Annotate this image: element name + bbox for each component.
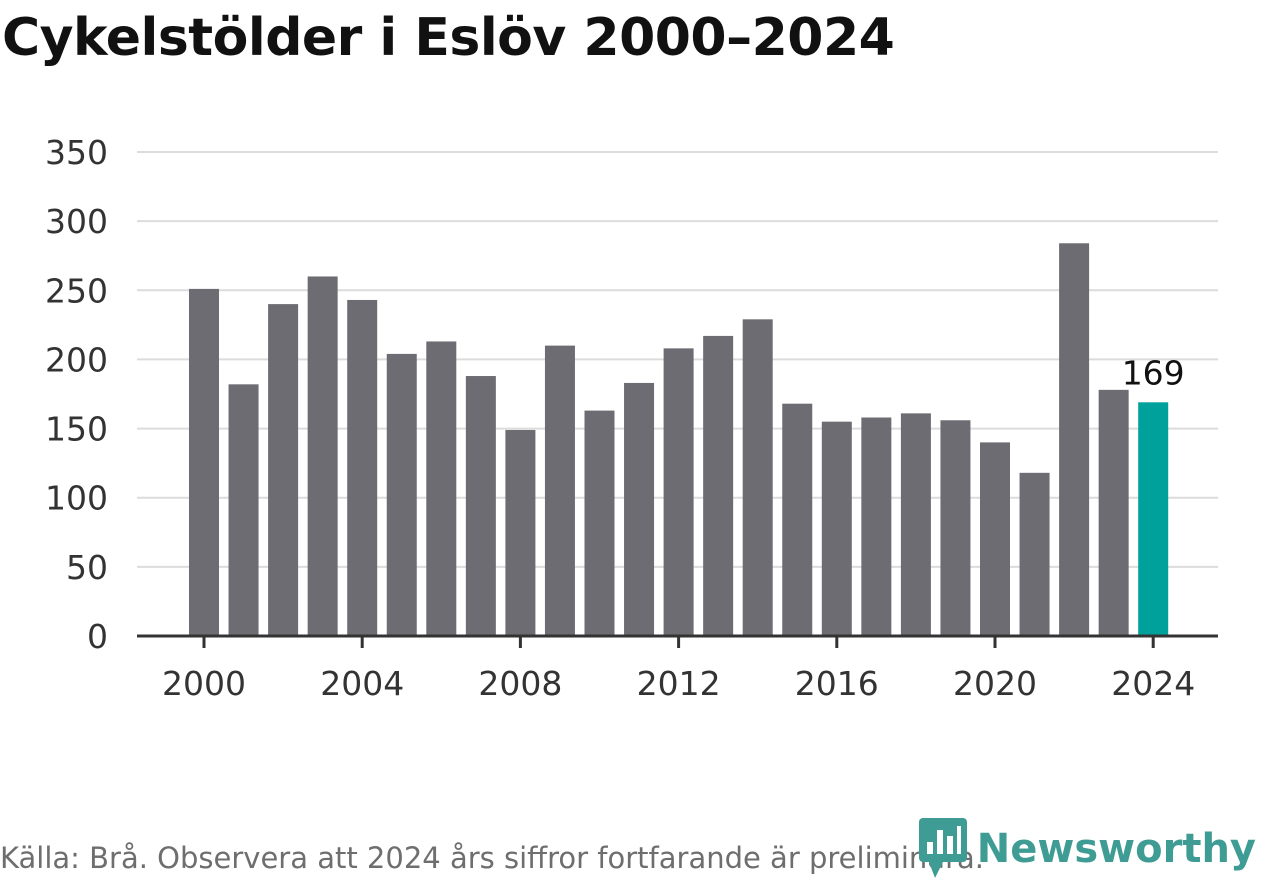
bar bbox=[782, 403, 813, 636]
chart-title: Cykelstölder i Eslöv 2000–2024 bbox=[2, 8, 895, 68]
bar bbox=[663, 348, 694, 636]
bars bbox=[189, 243, 1169, 637]
x-tick-label: 2024 bbox=[1111, 664, 1195, 703]
annotations: 169 bbox=[1122, 353, 1185, 392]
newsworthy-logo: Newsworthy bbox=[918, 818, 1256, 880]
bar bbox=[426, 341, 457, 636]
bar bbox=[1019, 472, 1050, 636]
y-tick-label: 300 bbox=[45, 202, 108, 241]
x-tick-label: 2016 bbox=[795, 664, 879, 703]
bar bbox=[544, 345, 575, 636]
bar bbox=[189, 288, 219, 636]
x-tick-label: 2004 bbox=[320, 664, 404, 703]
y-tick-label: 0 bbox=[87, 617, 108, 656]
x-tick-label: 2000 bbox=[162, 664, 246, 703]
bar bbox=[742, 319, 773, 636]
x-axis-labels: 2000 2004 2008 2012 2016 2020 2024 bbox=[162, 664, 1195, 703]
bar bbox=[505, 429, 536, 636]
bar bbox=[861, 417, 892, 636]
bar bbox=[465, 376, 496, 636]
bar bbox=[1059, 243, 1090, 637]
x-axis bbox=[137, 634, 1218, 648]
bar bbox=[940, 420, 971, 636]
value-label: 169 bbox=[1122, 353, 1185, 392]
bar bbox=[268, 304, 299, 636]
bar bbox=[386, 353, 417, 636]
bar bbox=[821, 421, 852, 636]
x-tick-label: 2012 bbox=[637, 664, 721, 703]
y-tick-label: 350 bbox=[45, 133, 108, 172]
y-tick-label: 50 bbox=[66, 548, 108, 587]
bar bbox=[1098, 389, 1129, 636]
newsworthy-logo-icon bbox=[918, 818, 967, 878]
y-tick-label: 200 bbox=[45, 340, 108, 379]
bar bbox=[624, 382, 655, 636]
bar bbox=[980, 442, 1010, 636]
x-tick-label: 2008 bbox=[478, 664, 562, 703]
bar bbox=[307, 276, 338, 636]
y-tick-label: 250 bbox=[45, 271, 108, 310]
bar bbox=[584, 410, 615, 636]
bar bbox=[900, 413, 931, 636]
y-tick-label: 150 bbox=[45, 410, 108, 449]
bar bbox=[1138, 402, 1169, 636]
y-axis-labels: 0 50 100 150 200 250 300 350 bbox=[45, 133, 108, 656]
y-tick-label: 100 bbox=[45, 479, 108, 518]
bar bbox=[703, 335, 734, 636]
logo-text: Newsworthy bbox=[976, 826, 1256, 872]
x-tick-label: 2020 bbox=[953, 664, 1037, 703]
source-note: Källa: Brå. Observera att 2024 års siffr… bbox=[0, 841, 984, 875]
bar bbox=[347, 299, 378, 636]
bar bbox=[228, 384, 259, 636]
